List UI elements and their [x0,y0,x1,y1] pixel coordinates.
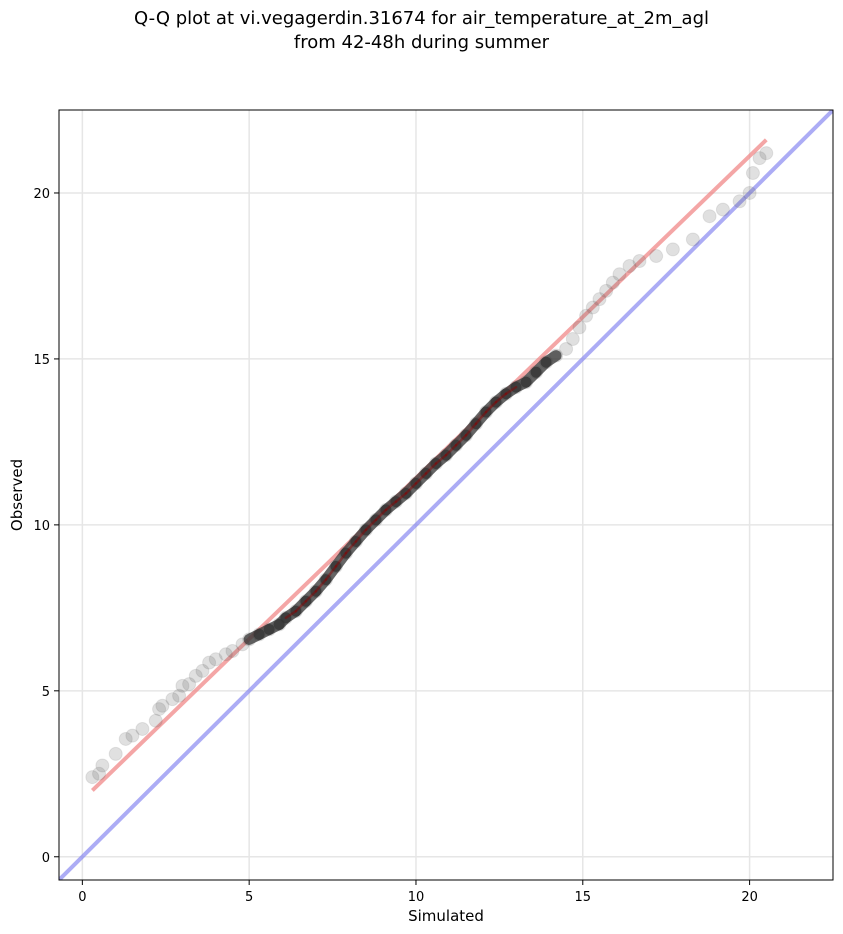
data-point [202,655,217,670]
data-point [665,242,680,257]
data-point [622,258,637,273]
x-axis-label: Simulated [408,907,484,925]
data-point [732,194,747,209]
fit-line-core [404,482,418,495]
data-point [85,770,100,785]
data-point [148,713,163,728]
data-point [715,202,730,217]
x-tick-label: 10 [408,890,425,905]
data-point [95,758,110,773]
data-point [135,721,150,736]
data-point [152,702,167,717]
data-point [685,232,700,247]
y-tick-label: 10 [33,519,50,534]
y-tick-label: 5 [42,685,50,700]
chart-title-line-1: Q-Q plot at vi.vegagerdin.31674 for air_… [134,8,709,29]
data-point [565,332,580,347]
x-tick-label: 20 [741,890,758,905]
data-point [649,249,664,264]
ticks: 0 5 10 15 20 0 5 10 15 20 [33,187,757,905]
data-point [92,766,107,781]
chart-title-line-2: from 42-48h during summer [293,32,550,53]
data-point [585,300,600,315]
data-point [742,185,757,200]
fit-line-core [464,422,478,437]
data-point [572,320,587,335]
fit-line-core [284,609,298,620]
fit-line-core [384,500,398,512]
fit-line-core [324,565,338,581]
fit-line-core [434,453,448,465]
fit-line-core [304,590,318,603]
x-tick-label: 15 [575,890,592,905]
data-point [612,267,627,282]
y-tick-label: 0 [42,851,50,866]
x-tick-label: 5 [245,890,253,905]
fit-line-core [484,400,498,414]
data-point [188,668,203,683]
data-point [195,663,210,678]
fit-line-core [334,551,348,568]
data-point [172,688,187,703]
data-point [702,209,717,224]
data-point [118,731,133,746]
fit-line-core [314,578,328,593]
fit-line-core [294,599,308,613]
data-point [605,275,620,290]
fit-line-core [444,443,458,457]
data-point [165,692,180,707]
fit-line-core [354,528,368,543]
fit-line-core [344,540,358,555]
data-point [759,146,774,161]
y-tick-label: 15 [33,353,50,368]
fit-line-core [364,518,378,532]
identity-line [59,110,833,880]
plot-clip [59,110,833,880]
fit-line-core [474,410,488,425]
dense-points-band [540,350,562,368]
fit-line-core [494,392,508,404]
data-point [218,647,233,662]
y-tick-label: 20 [33,187,50,202]
data-point [559,341,574,356]
fit-line-core [414,472,428,485]
grid [59,110,833,880]
data-point [632,254,647,269]
data-point [182,677,197,692]
data-point [208,652,223,667]
fit-line-core [394,492,408,503]
data-point [175,678,190,693]
lines [59,110,833,880]
data-point [599,283,614,298]
x-tick-label: 0 [78,890,86,905]
data-point [752,151,767,166]
data-point [225,643,240,658]
data-point [745,166,760,181]
data-point [579,308,594,323]
data-point [108,746,123,761]
data-point [592,292,607,307]
fit-line-core [374,508,388,522]
data-point [125,728,140,743]
y-axis-label: Observed [8,459,26,531]
axes-frame [58,109,834,881]
fit-line-core [454,434,468,447]
data-points [85,146,774,785]
fit-line-core [504,385,518,396]
fit-line-core [424,462,438,475]
data-point [155,698,170,713]
